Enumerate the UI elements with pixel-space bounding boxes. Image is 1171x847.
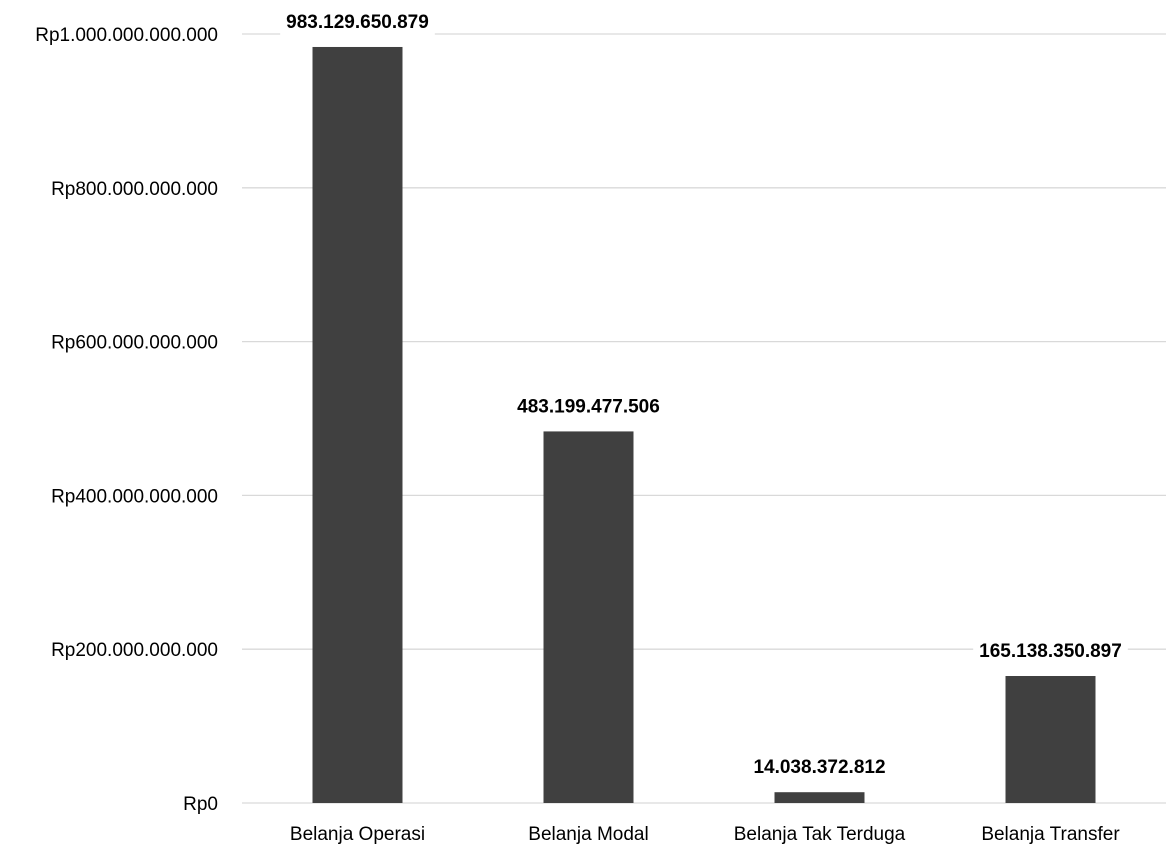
data-label: 983.129.650.879 [286,12,429,33]
data-labels: 983.129.650.879 483.199.477.506 14.038.372… [280,9,1128,781]
y-tick-label: Rp200.000.000.000 [51,640,218,661]
bar [774,792,865,803]
bars [312,46,1096,804]
y-tick-label: Rp600.000.000.000 [51,333,218,354]
data-label-background [280,9,435,35]
x-category-label: Belanja Operasi [290,824,425,845]
x-axis-category-labels: Belanja Operasi Belanja Modal Belanja Tak … [290,824,1120,845]
y-tick-label: Rp1.000.000.000.000 [35,25,218,46]
bar [543,431,634,803]
data-label-background [973,639,1128,665]
data-label: 14.038.372.812 [753,757,885,778]
y-tick-label: Rp400.000.000.000 [51,486,218,507]
bar [312,46,403,804]
y-tick-label: Rp800.000.000.000 [51,179,218,200]
data-label: 483.199.477.506 [517,396,660,417]
x-category-label: Belanja Tak Terduga [734,824,906,845]
bar [1005,676,1096,803]
x-category-label: Belanja Transfer [981,824,1120,845]
data-label: 165.138.350.897 [979,641,1122,662]
x-category-label: Belanja Modal [528,824,648,845]
data-label-background [747,755,892,781]
y-axis-tick-labels: Rp0 Rp200.000.000.000 Rp400.000.000.000 Rp6… [35,25,218,815]
data-label-background [511,394,666,420]
y-tick-label: Rp0 [183,794,218,815]
